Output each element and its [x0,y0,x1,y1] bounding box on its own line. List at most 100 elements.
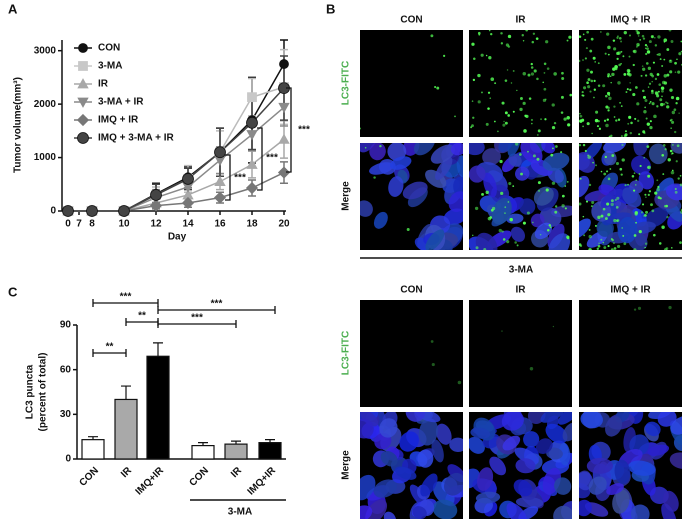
marker [247,92,257,103]
lc3-puncta [663,40,666,43]
lc3-puncta [522,101,526,105]
annotation: *** [298,125,310,136]
lc3-puncta [477,100,481,104]
lc3-puncta [644,242,648,245]
lc3-puncta [627,122,630,125]
lc3-puncta [591,201,595,205]
lc3-puncta [674,190,678,194]
nucleus [476,467,494,491]
lc3-puncta [636,46,638,48]
y-tick-label: 60 [60,364,72,375]
lc3-puncta [594,224,597,227]
nucleus [425,229,445,250]
bar [224,443,248,460]
lc3-puncta [524,114,527,118]
lc3-puncta [670,127,672,129]
lc3-puncta [633,234,637,237]
annotation: *** [234,173,246,184]
lc3-puncta [581,91,584,94]
lc3-puncta [537,181,541,185]
lc3-puncta [643,156,646,159]
nucleus [369,143,386,161]
nucleus [418,418,439,446]
lc3-puncta [542,81,544,84]
nucleus [498,143,515,153]
lc3-puncta [629,82,631,84]
lc3-puncta [483,248,487,250]
annotation: ** [138,311,146,322]
bar [114,398,138,460]
lc3-puncta [610,199,614,203]
nucleus [414,412,441,423]
lc3-puncta [579,119,583,123]
lc3-puncta [549,226,552,229]
lc3-puncta [610,248,614,250]
lc3-puncta [620,105,623,107]
nucleus [669,452,682,469]
lc3-puncta [523,129,527,133]
lc3-puncta [657,90,660,93]
lc3-puncta [674,61,677,65]
legend-marker [77,132,89,144]
lc3-puncta [649,101,652,103]
annotation: *** [120,292,132,303]
nucleus [508,153,522,167]
lc3-puncta [373,176,376,179]
micrograph [469,412,572,519]
nucleus [417,449,434,468]
lc3-puncta [595,110,599,114]
nucleus [647,444,670,456]
lc3-puncta [360,127,362,130]
marker [213,191,227,204]
lc3-puncta [590,70,593,74]
lc3-puncta [617,51,621,55]
lc3-puncta [676,58,678,61]
x-tick-label: 16 [214,219,226,230]
lc3-puncta [616,36,619,39]
lc3-puncta [590,205,593,208]
lc3-puncta [597,84,601,87]
lc3-puncta [648,102,651,105]
nucleus [387,143,407,161]
nucleus [518,198,536,215]
nucleus [431,439,444,463]
lc3-puncta [647,66,652,70]
lc3-puncta [506,240,510,244]
marker [278,133,290,144]
lc3-puncta [546,67,550,70]
lc3-puncta [471,42,475,46]
lc3-puncta [609,168,612,170]
lc3-puncta [666,102,669,105]
lc3-puncta [678,52,682,56]
lc3-puncta [530,62,533,66]
nucleus [360,143,377,153]
lc3-puncta [595,164,597,167]
lc3-puncta [543,87,547,91]
lc3-puncta [544,118,547,121]
lc3-puncta [656,187,660,192]
nucleus [645,421,661,437]
lc3-puncta [674,71,677,73]
lc3-puncta [627,69,631,73]
lc3-puncta [519,153,522,156]
lc3-puncta [604,155,607,159]
lc3-puncta [657,52,661,57]
nucleus [412,506,427,519]
marker [246,130,258,141]
lc3-puncta [587,155,591,159]
lc3-puncta [665,204,669,208]
legend-label: IMQ + IR [98,115,139,126]
error-bar [88,436,98,440]
row-label: Merge [341,181,352,211]
lc3-puncta [588,248,592,250]
nucleus [450,143,463,156]
lc3-puncta [654,44,658,47]
lc3-puncta [505,43,510,47]
lc3-puncta [584,57,587,60]
lc3-puncta [640,74,643,77]
nucleus [405,412,426,422]
lc3-puncta [553,121,557,125]
lc3-puncta [621,227,624,229]
lc3-puncta [527,150,529,153]
lc3-puncta [502,238,506,241]
